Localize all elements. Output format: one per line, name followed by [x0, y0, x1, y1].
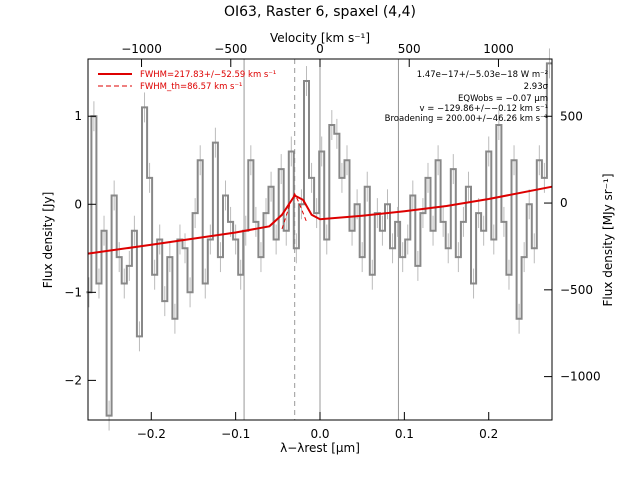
y-tick-label: −1	[64, 285, 82, 299]
fit-curve	[87, 185, 553, 255]
y2-tick-label: 0	[560, 196, 568, 210]
x2-tick-label: −500	[214, 42, 247, 56]
y-axis-label: Flux density [Jy]	[41, 192, 55, 289]
legend-solid-label: FWHM=217.83+/−52.59 km s⁻¹	[140, 70, 276, 80]
annotation-sigma: 2.93σ	[524, 82, 549, 92]
x2-tick-label: −1000	[121, 42, 162, 56]
x2-tick-label: 1000	[483, 42, 514, 56]
annotation-velocity: v = −129.86+/−−0.12 km s⁻¹	[419, 104, 548, 114]
fit-layer	[87, 185, 553, 255]
annotations: 1.47e−17+/−5.03e−18 W m⁻² 2.93σ EQWobs =…	[385, 70, 549, 124]
x-tick-label: 0.2	[479, 427, 498, 441]
x-tick-label: 0.0	[310, 427, 329, 441]
thermal-fit-curve	[281, 192, 308, 230]
y2-tick-label: −1000	[560, 370, 601, 384]
x-tick-label: −0.2	[137, 427, 166, 441]
annotation-eqw: EQWobs = −0.07 μm	[458, 94, 548, 104]
x-tick-label: −0.1	[221, 427, 250, 441]
x-tick-label: 0.1	[395, 427, 414, 441]
axes: −0.2 −0.1 0.0 0.1 0.2 −1000 −500 0 500 1000 −2 −1 0 1…	[64, 42, 600, 441]
y-tick-label: −2	[64, 373, 82, 387]
y2-axis-label: Flux density [MJy sr⁻¹]	[601, 173, 615, 306]
x2-tick-label: 0	[316, 42, 324, 56]
legend: FWHM=217.83+/−52.59 km s⁻¹ FWHM_th=86.57…	[98, 70, 276, 92]
y-tick-label: 0	[74, 197, 82, 211]
y2-tick-label: 500	[560, 109, 583, 123]
annotation-flux: 1.47e−17+/−5.03e−18 W m⁻²	[417, 70, 548, 80]
data-layer	[86, 62, 552, 417]
y2-tick-label: −500	[560, 283, 593, 297]
data-series-line	[86, 62, 552, 417]
legend-dashed-label: FWHM_th=86.57 km s⁻¹	[140, 82, 242, 92]
x-axis-label: λ−λrest [μm]	[280, 441, 360, 455]
chart-title: OI63, Raster 6, spaxel (4,4)	[224, 4, 416, 20]
x2-axis-label: Velocity [km s⁻¹]	[270, 31, 370, 45]
annotation-broadening: Broadening = 200.00+/−46.26 km s⁻¹	[385, 114, 548, 124]
y-tick-label: 1	[74, 109, 82, 123]
x2-tick-label: 500	[398, 42, 421, 56]
